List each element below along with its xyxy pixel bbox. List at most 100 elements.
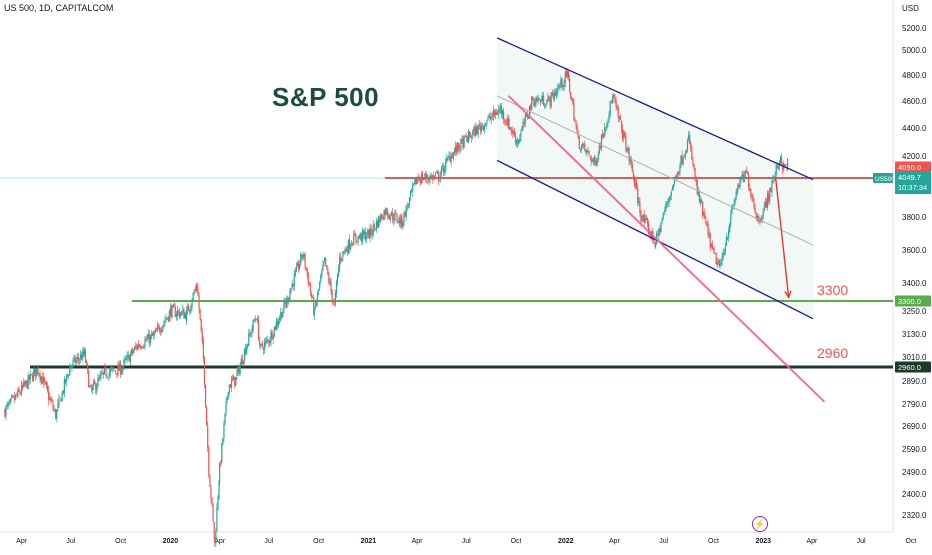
candle-body <box>183 309 185 319</box>
candle-body <box>544 106 546 108</box>
candle-body <box>194 288 196 291</box>
candle-body <box>73 356 75 360</box>
candle-body <box>20 393 22 394</box>
candle-body <box>444 169 446 172</box>
candle-body <box>225 401 227 413</box>
candle-body <box>112 367 115 370</box>
candle-body <box>88 370 90 388</box>
candle-body <box>193 291 195 294</box>
candle-body <box>286 298 288 304</box>
candle-body <box>342 251 344 258</box>
candle-body <box>472 131 474 136</box>
candle-body <box>728 231 730 238</box>
candle-body <box>575 121 577 127</box>
candle-body <box>224 412 226 424</box>
candle-body <box>404 211 406 218</box>
pink-trendline <box>507 95 826 403</box>
candle-body <box>180 313 182 316</box>
lightning-icon[interactable]: ⚡ <box>752 516 768 532</box>
candle-body <box>228 384 230 393</box>
candle-body <box>10 397 12 399</box>
candle-body <box>264 340 267 344</box>
candle-body <box>313 306 315 316</box>
candle-body <box>149 335 151 344</box>
candle-body <box>452 152 454 159</box>
candle-body <box>296 263 299 267</box>
candle-body <box>392 212 394 220</box>
candle-body <box>146 338 148 341</box>
candle-body <box>167 316 169 321</box>
candle-body <box>91 386 94 391</box>
candle-body <box>586 150 588 153</box>
candle-body <box>557 87 559 93</box>
candle-body <box>492 110 494 117</box>
candle-body <box>457 142 459 152</box>
candle-body <box>273 326 275 336</box>
candle-body <box>440 167 442 175</box>
candle-body <box>150 334 153 337</box>
candle-body <box>138 345 141 348</box>
candle-body <box>275 321 278 330</box>
candle-body <box>431 175 433 181</box>
candle-body <box>572 99 574 105</box>
candle-body <box>94 381 96 384</box>
candle-body <box>641 218 643 221</box>
candle-body <box>451 156 453 159</box>
candle-body <box>310 293 313 298</box>
candle-body <box>770 188 772 192</box>
candle-body <box>587 151 589 153</box>
candle-body <box>31 375 34 381</box>
candle-body <box>735 191 737 199</box>
candle-body <box>348 239 351 249</box>
candle-body <box>9 398 11 403</box>
candle-body <box>64 379 67 383</box>
candle-body <box>320 275 322 282</box>
candle-body <box>501 110 504 115</box>
candle-body <box>90 388 93 390</box>
candle-body <box>693 164 695 168</box>
candle-body <box>385 208 387 215</box>
candle-body <box>590 157 592 163</box>
candle-body <box>111 367 114 370</box>
candle-body <box>355 235 357 241</box>
candle-body <box>681 154 683 164</box>
candle-body <box>231 378 234 380</box>
candle-body <box>263 342 266 350</box>
candle-body <box>141 347 143 349</box>
candle-body <box>109 369 111 373</box>
candle-body <box>422 178 425 180</box>
candle-body <box>92 381 95 387</box>
candle-body <box>305 267 307 270</box>
annotation-3300: 3300 <box>817 282 848 298</box>
candle-body <box>731 206 733 215</box>
candle-body <box>239 364 241 374</box>
candle-body <box>700 200 703 203</box>
candle-body <box>209 476 211 487</box>
candle-body <box>322 264 324 271</box>
symbol-tag: US500 <box>875 176 895 183</box>
candle-body <box>208 448 210 475</box>
candle-body <box>200 319 202 331</box>
candle-body <box>482 125 485 130</box>
price-tick-label: 3600.0 <box>902 246 927 255</box>
support-3300-tag-bg <box>895 295 931 307</box>
candle-body <box>312 297 314 299</box>
candle-body <box>56 409 58 419</box>
candle-body <box>460 139 462 150</box>
time-tick-label: Oct <box>708 538 719 545</box>
candle-body <box>668 198 670 203</box>
candle-body <box>72 359 74 365</box>
candle-body <box>230 379 233 388</box>
candle-body <box>87 363 89 370</box>
candle-body <box>733 203 735 207</box>
symbol-header[interactable]: US 500, 1D, CAPITALCOM <box>4 3 114 13</box>
candle-body <box>155 330 157 332</box>
price-tick-label: 3250.0 <box>902 307 927 316</box>
candle-body <box>551 92 553 95</box>
candle-body <box>344 248 346 254</box>
candle-body <box>284 301 286 304</box>
price-tick-label: 2890.0 <box>902 377 927 386</box>
candle-body <box>531 96 533 110</box>
